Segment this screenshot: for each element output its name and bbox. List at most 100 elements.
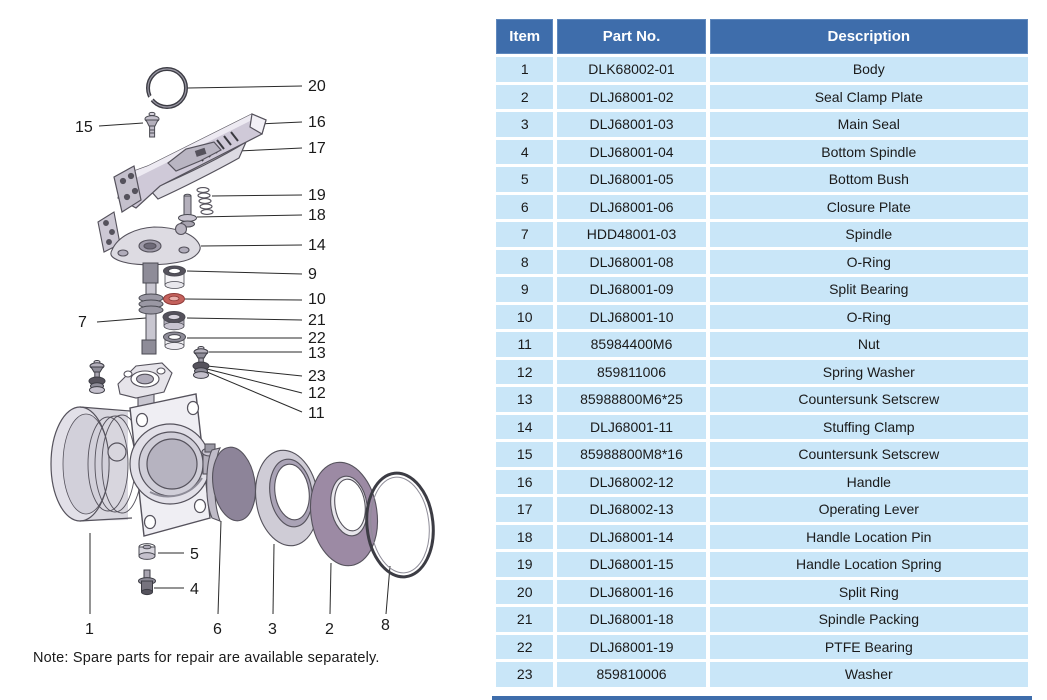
- part-no-cell: DLJ68001-08: [557, 249, 706, 274]
- part-spindle: [138, 262, 164, 355]
- item-cell: 12: [496, 359, 554, 384]
- parts-table: Item Part No. Description 1 DLK68002-01 Bo…: [492, 16, 1032, 690]
- part-closure-plate: [201, 443, 256, 522]
- header-description: Description: [709, 19, 1028, 54]
- part-setscrew-washers-left: [88, 360, 106, 394]
- parts-table-body: 1 DLK68002-01 Body 2 DLJ68001-02 Seal Clamp P…: [496, 57, 1028, 687]
- item-cell: 6: [496, 194, 554, 219]
- item-cell: 7: [496, 222, 554, 247]
- callout-label-22: 22: [308, 330, 326, 347]
- parts-table-container: Item Part No. Description 1 DLK68002-01 Bo…: [492, 16, 1032, 690]
- part-no-cell: DLJ68001-15: [557, 552, 706, 577]
- item-cell: 1: [496, 57, 554, 82]
- spare-parts-note: Note: Spare parts for repair are availab…: [33, 650, 380, 666]
- item-cell: 15: [496, 442, 554, 467]
- description-cell: Handle: [709, 469, 1028, 494]
- callout-label-5: 5: [190, 546, 199, 563]
- item-cell: 10: [496, 304, 554, 329]
- part-location-pin: [178, 193, 197, 228]
- callout-label-10: 10: [308, 291, 326, 308]
- callout-label-15: 15: [75, 119, 93, 136]
- item-cell: 20: [496, 579, 554, 604]
- callout-label-2: 2: [325, 621, 334, 638]
- part-no-cell: 85988800M6*25: [557, 387, 706, 412]
- part-no-cell: DLJ68002-12: [557, 469, 706, 494]
- item-cell: 11: [496, 332, 554, 357]
- header-item: Item: [496, 19, 554, 54]
- callout-label-18: 18: [308, 207, 326, 224]
- callout-label-9: 9: [308, 266, 317, 283]
- callout-label-8: 8: [381, 617, 390, 634]
- callout-label-4: 4: [190, 581, 199, 598]
- part-no-cell: 859811006: [557, 359, 706, 384]
- description-cell: Body: [709, 57, 1028, 82]
- callout-label-13: 13: [308, 345, 326, 362]
- part-o-ring-large: [365, 471, 435, 579]
- part-spindle-packing: [162, 311, 186, 331]
- item-cell: 2: [496, 84, 554, 109]
- callout-label-1: 1: [85, 621, 94, 638]
- part-no-cell: DLK68002-01: [557, 57, 706, 82]
- callout-label-3: 3: [268, 621, 277, 638]
- description-cell: Handle Location Spring: [709, 552, 1028, 577]
- table-row: 22 DLJ68001-19 PTFE Bearing: [496, 634, 1028, 659]
- item-cell: 3: [496, 112, 554, 137]
- callout-label-17: 17: [308, 140, 326, 157]
- part-seal-clamp-plate: [309, 461, 379, 567]
- table-row: 10 DLJ68001-10 O-Ring: [496, 304, 1028, 329]
- description-cell: Handle Location Pin: [709, 524, 1028, 549]
- table-row: 15 85988800M8*16 Countersunk Setscrew: [496, 442, 1028, 467]
- table-row: 3 DLJ68001-03 Main Seal: [496, 112, 1028, 137]
- part-ptfe-bearing: [163, 331, 186, 350]
- part-no-cell: DLJ68001-05: [557, 167, 706, 192]
- item-cell: 13: [496, 387, 554, 412]
- item-cell: 16: [496, 469, 554, 494]
- table-header-row: Item Part No. Description: [496, 19, 1028, 54]
- table-row: 4 DLJ68001-04 Bottom Spindle: [496, 139, 1028, 164]
- part-setscrew-washers-right: [192, 346, 210, 379]
- description-cell: Countersunk Setscrew: [709, 442, 1028, 467]
- callout-label-12: 12: [308, 385, 326, 402]
- item-cell: 17: [496, 497, 554, 522]
- part-o-ring-red: [163, 293, 185, 305]
- description-cell: Washer: [709, 662, 1028, 687]
- table-row: 5 DLJ68001-05 Bottom Bush: [496, 167, 1028, 192]
- table-row: 16 DLJ68002-12 Handle: [496, 469, 1028, 494]
- description-cell: O-Ring: [709, 249, 1028, 274]
- header-part-no: Part No.: [557, 19, 706, 54]
- part-no-cell: DLJ68001-18: [557, 607, 706, 632]
- table-row: 11 85984400M6 Nut: [496, 332, 1028, 357]
- description-cell: Bottom Bush: [709, 167, 1028, 192]
- part-no-cell: DLJ68001-03: [557, 112, 706, 137]
- table-footer-strip: [492, 696, 1032, 700]
- part-no-cell: DLJ68001-16: [557, 579, 706, 604]
- part-split-bearing: [163, 265, 186, 289]
- description-cell: Seal Clamp Plate: [709, 84, 1028, 109]
- callout-label-16: 16: [308, 114, 326, 131]
- part-bottom-bush: [138, 543, 156, 560]
- part-no-cell: DLJ68001-14: [557, 524, 706, 549]
- table-row: 14 DLJ68001-11 Stuffing Clamp: [496, 414, 1028, 439]
- table-row: 7 HDD48001-03 Spindle: [496, 222, 1028, 247]
- table-row: 6 DLJ68001-06 Closure Plate: [496, 194, 1028, 219]
- table-row: 1 DLK68002-01 Body: [496, 57, 1028, 82]
- description-cell: Split Bearing: [709, 277, 1028, 302]
- description-cell: Countersunk Setscrew: [709, 387, 1028, 412]
- table-row: 18 DLJ68001-14 Handle Location Pin: [496, 524, 1028, 549]
- callout-label-7: 7: [78, 314, 87, 331]
- table-row: 23 859810006 Washer: [496, 662, 1028, 687]
- part-bottom-spindle: [138, 569, 156, 596]
- part-no-cell: DLJ68001-06: [557, 194, 706, 219]
- description-cell: Operating Lever: [709, 497, 1028, 522]
- table-row: 17 DLJ68002-13 Operating Lever: [496, 497, 1028, 522]
- item-cell: 21: [496, 607, 554, 632]
- part-no-cell: HDD48001-03: [557, 222, 706, 247]
- callout-label-11: 11: [308, 405, 325, 422]
- table-row: 19 DLJ68001-15 Handle Location Spring: [496, 552, 1028, 577]
- callout-label-20: 20: [308, 78, 326, 95]
- callout-label-23: 23: [308, 368, 326, 385]
- item-cell: 8: [496, 249, 554, 274]
- part-stuffing-clamp: [97, 211, 201, 266]
- part-main-seal: [255, 449, 319, 547]
- callout-label-21: 21: [308, 312, 326, 329]
